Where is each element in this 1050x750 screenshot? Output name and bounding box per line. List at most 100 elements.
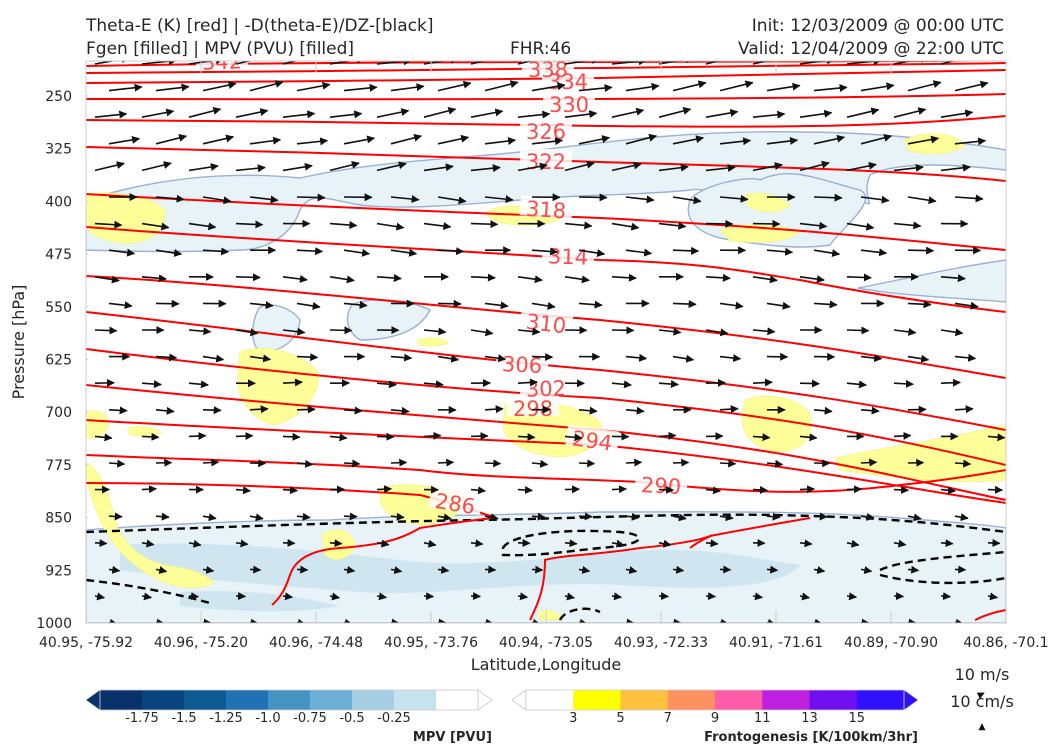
theta-e-label-backdrop bbox=[520, 149, 572, 169]
wind-vector bbox=[235, 273, 261, 282]
theta-e-label-backdrop bbox=[428, 487, 483, 515]
wind-vector bbox=[282, 274, 308, 283]
mpv-colorbar: -1.75 -1.5 -1.25 -1.0 -0.75 -0.5 -0.25 bbox=[85, 689, 493, 726]
wind-vector bbox=[813, 406, 833, 415]
wind-vector bbox=[813, 566, 826, 574]
wind-vector bbox=[188, 61, 224, 65]
wind-vector bbox=[296, 301, 321, 310]
wind-vector bbox=[625, 82, 660, 92]
wind-vector bbox=[296, 405, 316, 414]
wind-vector bbox=[799, 433, 818, 442]
wind-vector bbox=[517, 592, 529, 601]
wind-vector bbox=[235, 328, 259, 337]
wind-vector bbox=[625, 406, 645, 415]
valid-time: Valid: 12/04/2009 @ 22:00 UTC bbox=[738, 39, 1004, 59]
wind-vector bbox=[907, 354, 930, 363]
wind-vector bbox=[376, 380, 397, 389]
wind-vector bbox=[813, 249, 841, 258]
wind-vector bbox=[658, 539, 672, 548]
mpv-colorbar-tick: -0.5 bbox=[339, 711, 364, 726]
wind-vector bbox=[705, 164, 736, 172]
fgen-colorbar-end-right bbox=[903, 689, 919, 711]
wind-vector bbox=[813, 193, 843, 202]
wind-vector bbox=[531, 459, 549, 468]
wind-vector bbox=[141, 432, 160, 441]
fgen-colorbar-outline bbox=[525, 689, 905, 711]
wind-vector bbox=[531, 137, 564, 146]
wind-vector bbox=[108, 135, 141, 145]
wind-vector bbox=[752, 275, 778, 284]
wind-vector bbox=[860, 248, 888, 257]
wind-vector bbox=[625, 133, 658, 145]
wind-vector bbox=[578, 566, 591, 574]
wind-vector bbox=[94, 326, 118, 335]
wind-vector bbox=[987, 538, 1001, 547]
mpv-colorbar-swatch bbox=[436, 690, 479, 710]
wind-key-arrow-horizontal bbox=[976, 692, 985, 699]
init-time: Init: 12/03/2009 @ 00:00 UTC bbox=[752, 16, 1004, 36]
wind-vector bbox=[940, 539, 954, 548]
wind-vector bbox=[860, 512, 875, 521]
wind-vector bbox=[249, 354, 272, 363]
wind-vector bbox=[846, 380, 867, 389]
mpv-colorbar-tick: -0.75 bbox=[293, 711, 327, 726]
wind-vector bbox=[578, 135, 611, 145]
wind-vector bbox=[484, 405, 504, 414]
wind-vector bbox=[799, 61, 835, 65]
mpv-colorbar-tick: -1.25 bbox=[209, 711, 243, 726]
wind-vector bbox=[108, 512, 123, 521]
wind-vector-arrows bbox=[94, 61, 1006, 623]
wind-vector bbox=[719, 354, 742, 363]
wind-vector bbox=[846, 107, 880, 118]
wind-vector bbox=[578, 406, 598, 415]
wind-vector bbox=[658, 380, 679, 389]
wind-vector bbox=[390, 195, 420, 204]
wind-vector bbox=[752, 162, 783, 172]
wind-vector bbox=[296, 353, 319, 362]
wind-vector bbox=[531, 512, 546, 521]
wind-vector bbox=[611, 107, 645, 118]
fgen-colorbar-swatch bbox=[526, 690, 574, 710]
wind-vector bbox=[564, 110, 598, 119]
wind-vector bbox=[752, 592, 764, 601]
wind-vector bbox=[437, 513, 452, 522]
wind-vector bbox=[799, 592, 811, 601]
wind-vector bbox=[893, 61, 929, 65]
wind-vector bbox=[846, 592, 858, 601]
wind-vector bbox=[517, 378, 538, 387]
wind-vector bbox=[423, 431, 442, 440]
wind-vector bbox=[893, 485, 909, 494]
wind-vector bbox=[141, 539, 155, 548]
wind-vector bbox=[282, 486, 298, 495]
mpv-colorbar-swatch bbox=[310, 690, 353, 710]
wind-vector bbox=[94, 110, 128, 119]
y-tick-label: 925 bbox=[45, 563, 72, 579]
wind-vector bbox=[188, 380, 209, 389]
wind-vector bbox=[249, 405, 269, 414]
wind-vector bbox=[343, 459, 361, 468]
wind-vector bbox=[343, 248, 371, 257]
theta-e-label-bg bbox=[195, 61, 688, 515]
wind-vector bbox=[799, 221, 828, 230]
fgen-colorbar-swatch bbox=[809, 690, 858, 710]
wind-vector bbox=[860, 195, 890, 204]
wind-vector bbox=[329, 592, 341, 601]
fgen-colorbar-tick: 7 bbox=[664, 711, 672, 726]
wind-vector bbox=[940, 61, 956, 65]
wind-vector bbox=[282, 378, 303, 387]
wind-vector bbox=[799, 275, 825, 284]
wind-vector bbox=[141, 222, 170, 231]
wind-vector bbox=[860, 458, 878, 467]
y-axis-label: Pressure [hPa] bbox=[9, 285, 28, 400]
wind-vector bbox=[484, 354, 507, 363]
fgen-colorbar-swatch bbox=[856, 690, 905, 710]
wind-vector bbox=[470, 539, 484, 548]
wind-vector bbox=[155, 83, 190, 92]
wind-vector bbox=[296, 81, 331, 92]
wind-vector bbox=[799, 485, 815, 494]
wind-vector bbox=[672, 80, 707, 92]
theta-e-label: 306 bbox=[501, 352, 542, 378]
wind-vector bbox=[531, 565, 544, 574]
wind-vector bbox=[390, 353, 413, 362]
forecast-hour: FHR:46 bbox=[510, 39, 571, 59]
